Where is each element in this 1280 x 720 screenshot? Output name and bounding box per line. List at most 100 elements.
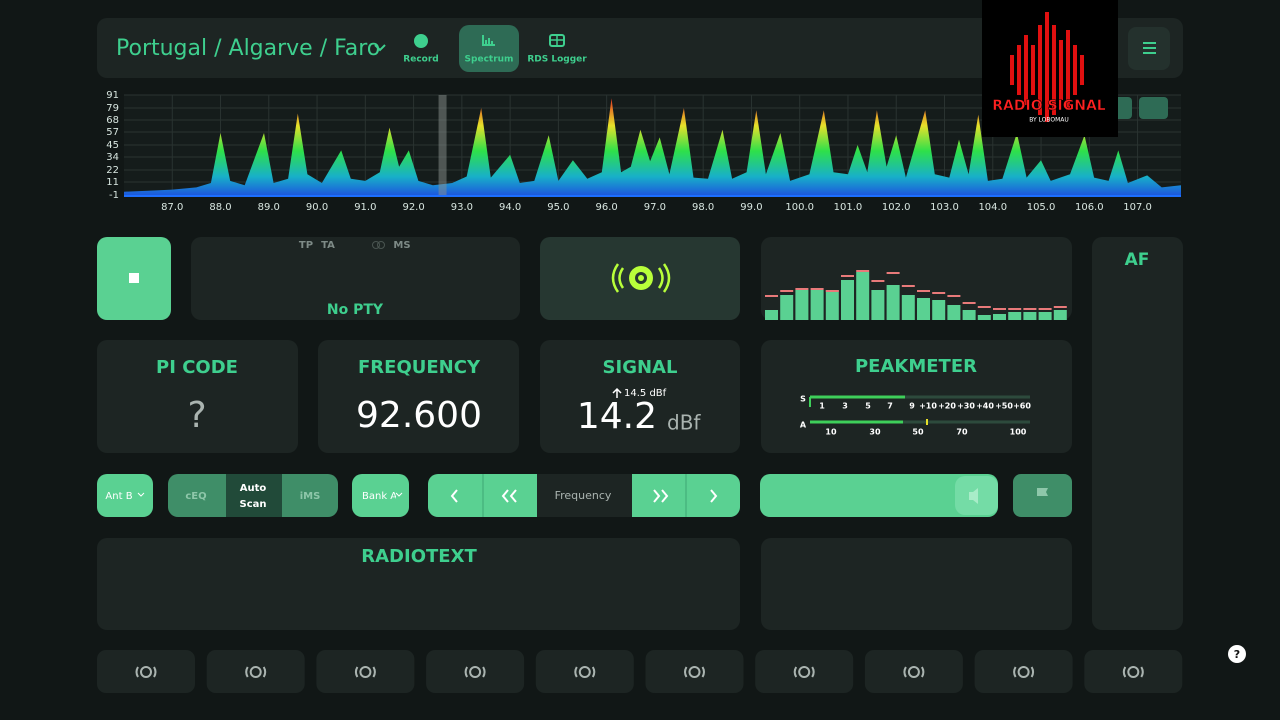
x-tick-label: 87.0 — [161, 202, 183, 213]
eq-button[interactable]: cEQ — [185, 491, 206, 502]
preset-bg — [755, 650, 854, 693]
chevron — [374, 44, 386, 52]
meter-scale-label: +30 — [957, 402, 975, 411]
meter-scale-label: 9 — [909, 402, 915, 411]
preset-bg — [864, 650, 963, 693]
x-tick-label: 105.0 — [1027, 202, 1056, 213]
bank-select[interactable] — [352, 474, 409, 517]
preset-icon — [140, 666, 152, 678]
x-tick-label: 96.0 — [596, 202, 618, 213]
meter-scale-label: 7 — [887, 402, 893, 411]
preset-bg — [645, 650, 744, 693]
pi-value: ? — [187, 395, 206, 436]
history-peak — [901, 285, 915, 287]
preset-button[interactable] — [97, 650, 195, 693]
meter-scale-label: +40 — [976, 402, 994, 411]
signal-unit: dBf — [667, 411, 701, 435]
history-peak — [947, 295, 961, 297]
preset-button[interactable] — [645, 650, 744, 693]
panel-title: SIGNAL — [603, 357, 678, 378]
blank-panel — [761, 538, 1072, 630]
preset-button[interactable] — [755, 650, 854, 693]
preset-bg — [206, 650, 305, 693]
preset-button[interactable] — [206, 650, 305, 693]
preset-icon — [798, 666, 811, 678]
history-bar — [1038, 312, 1052, 320]
spectrum-button[interactable]: Spectrum — [459, 25, 519, 72]
y-tick-label: 11 — [106, 177, 119, 188]
history-peak — [780, 290, 794, 292]
x-tick-label: 100.0 — [785, 202, 814, 213]
preset-button[interactable] — [535, 650, 634, 693]
location[interactable]: Portugal / Algarve / Faro — [116, 36, 380, 61]
preset-button[interactable] — [1084, 650, 1183, 693]
x-tick-label: 98.0 — [692, 202, 714, 213]
rds-flag: MS — [393, 240, 410, 251]
meter-label: A — [800, 421, 807, 430]
menu-button[interactable] — [1128, 27, 1170, 70]
antenna-select[interactable] — [97, 474, 153, 517]
x-tick-label: 97.0 — [644, 202, 666, 213]
record-button[interactable]: Record — [403, 34, 439, 65]
panel-title: PI CODE — [156, 357, 238, 378]
ims-button[interactable]: iMS — [300, 491, 321, 502]
history-bar — [901, 295, 915, 320]
stereo-indicator — [540, 237, 740, 320]
x-tick-label: 106.0 — [1075, 202, 1104, 213]
history-peak — [1023, 308, 1037, 310]
preset-button[interactable] — [864, 650, 963, 693]
x-tick-label: 89.0 — [258, 202, 280, 213]
spectrum-area — [124, 98, 1181, 195]
preset-button[interactable] — [316, 650, 415, 693]
radiotext-panel — [97, 538, 740, 630]
history-peak — [841, 275, 854, 277]
history-peak — [962, 302, 976, 304]
history-peak — [765, 295, 778, 297]
volume-slider[interactable] — [760, 474, 998, 517]
presets — [97, 650, 1183, 693]
preset-icon — [688, 666, 701, 678]
signal-peak: 14.5 dBf — [624, 388, 667, 399]
spectrum-refresh[interactable] — [1139, 97, 1168, 119]
preset-icon — [1013, 666, 1035, 678]
header — [97, 18, 1183, 78]
button-label: RDS Logger — [527, 55, 587, 65]
preset-icon — [578, 666, 591, 678]
history-peak — [1008, 308, 1022, 310]
history-bar — [962, 310, 976, 320]
help-button[interactable] — [1228, 645, 1246, 663]
preset-bg — [426, 650, 525, 693]
preset-icon — [1122, 666, 1144, 678]
pi-panel — [97, 340, 298, 453]
x-tick-label: 93.0 — [451, 202, 473, 213]
preset-button[interactable] — [426, 650, 525, 693]
frequency-value: 92.600 — [356, 395, 482, 436]
rds-logger-button[interactable]: RDS Logger — [527, 34, 587, 65]
history-bar — [1023, 312, 1037, 320]
x-tick-label: 101.0 — [834, 202, 863, 213]
y-tick-label: 34 — [106, 152, 119, 163]
history-bar — [932, 300, 946, 320]
x-tick-label: 102.0 — [882, 202, 911, 213]
panel-title: RADIOTEXT — [361, 546, 477, 567]
preset-icon — [249, 666, 262, 678]
x-tick-label: 103.0 — [930, 202, 959, 213]
meter-scale-label: 1 — [819, 402, 825, 411]
logo-title: RADIO SIGNAL — [992, 98, 1106, 114]
bank-label: Bank A — [362, 491, 397, 502]
preset-button[interactable] — [974, 650, 1073, 693]
rds-flag: TP — [299, 240, 313, 251]
peakmeter-scale: 1 3 5 7 9 +10 +20 +30 +40 +50 +60 10 30 50 70 100 — [819, 402, 1031, 437]
preset-icon — [135, 666, 157, 678]
signal-panel — [540, 340, 740, 453]
meter-scale-label: 3 — [842, 402, 848, 411]
auto-scan-button[interactable] — [226, 474, 282, 517]
history-peak — [856, 270, 870, 272]
help-label: ? — [1234, 648, 1240, 661]
preset-icon — [574, 666, 596, 678]
history-bar — [993, 314, 1006, 320]
history-bar — [947, 305, 961, 320]
history-peak — [810, 288, 824, 290]
preset-icon — [464, 666, 486, 678]
tune-field[interactable] — [537, 474, 632, 517]
